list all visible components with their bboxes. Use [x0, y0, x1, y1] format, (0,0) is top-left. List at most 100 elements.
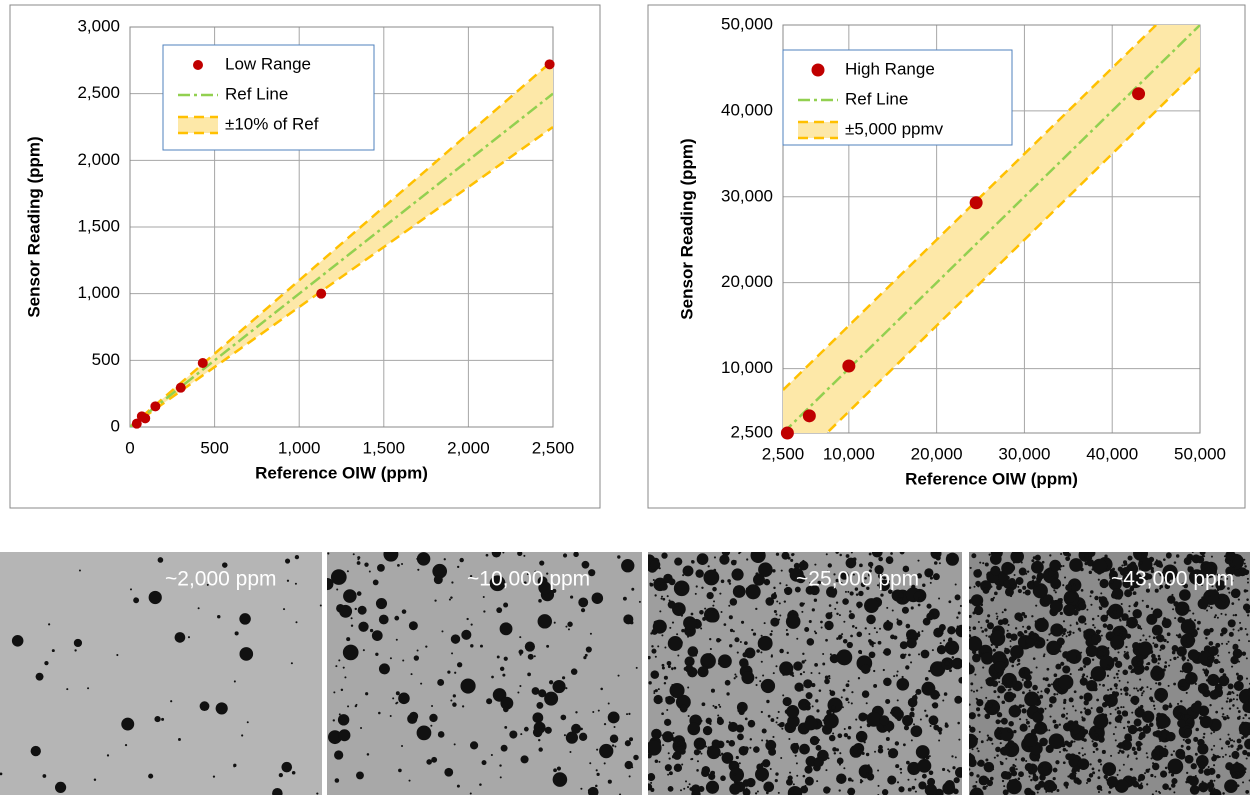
droplet — [1034, 620, 1037, 623]
droplet — [814, 632, 818, 635]
droplet — [802, 774, 806, 778]
droplet — [1212, 731, 1216, 734]
droplet — [896, 619, 903, 626]
droplet — [822, 652, 825, 655]
droplet — [1083, 700, 1089, 706]
droplet — [1198, 768, 1204, 774]
droplet — [954, 594, 961, 601]
droplet — [693, 749, 701, 756]
droplet — [1114, 660, 1123, 669]
droplet — [1103, 774, 1108, 780]
droplet — [770, 593, 778, 600]
droplet — [1081, 717, 1086, 722]
droplet — [1062, 628, 1067, 633]
droplet — [719, 554, 730, 565]
droplet — [1077, 668, 1080, 671]
droplet — [509, 730, 518, 739]
droplet — [969, 726, 976, 733]
droplet — [729, 628, 734, 633]
droplet — [1173, 561, 1177, 564]
droplet — [408, 779, 411, 782]
droplet — [969, 629, 972, 632]
droplet — [1008, 704, 1022, 718]
droplet — [868, 552, 872, 556]
droplet — [1060, 661, 1065, 666]
droplet — [499, 666, 505, 672]
droplet — [1069, 673, 1072, 676]
droplet — [873, 683, 878, 688]
droplet — [666, 708, 669, 711]
droplet — [129, 588, 132, 591]
droplet — [1106, 623, 1114, 631]
droplet — [431, 756, 438, 763]
droplet — [726, 692, 730, 696]
droplet — [843, 767, 846, 770]
droplet — [533, 655, 536, 658]
droplet — [1119, 721, 1122, 724]
droplet — [336, 588, 339, 591]
droplet — [1022, 625, 1025, 628]
droplet — [757, 635, 773, 651]
droplet — [1228, 591, 1231, 594]
droplet — [1091, 767, 1095, 771]
droplet — [350, 624, 354, 627]
droplet — [1121, 739, 1132, 751]
droplet — [658, 760, 661, 763]
droplet — [796, 637, 799, 640]
droplet — [667, 785, 674, 792]
droplet — [443, 558, 446, 561]
data-point — [802, 409, 816, 423]
droplet — [1028, 689, 1031, 692]
droplet — [1086, 608, 1089, 611]
droplet — [1109, 712, 1112, 716]
droplet — [943, 639, 946, 642]
droplet — [749, 738, 753, 741]
droplet — [843, 620, 846, 623]
droplet — [1110, 635, 1125, 650]
droplet — [755, 684, 758, 687]
droplet — [663, 682, 667, 685]
droplet — [1179, 670, 1182, 673]
droplet — [825, 638, 828, 642]
droplet — [1214, 614, 1217, 617]
droplet — [782, 554, 785, 558]
droplet — [1092, 742, 1098, 748]
droplet — [1183, 583, 1189, 589]
droplet — [450, 699, 453, 702]
droplet — [1082, 656, 1092, 666]
droplet — [1227, 745, 1230, 748]
droplet — [1194, 752, 1198, 756]
droplet — [469, 792, 472, 795]
droplet — [1023, 630, 1028, 634]
droplet — [811, 608, 815, 612]
droplet — [496, 655, 500, 659]
droplet — [1195, 727, 1199, 732]
droplet — [994, 591, 998, 596]
droplet — [552, 772, 568, 787]
droplet — [1162, 783, 1169, 791]
droplet — [1000, 717, 1008, 725]
droplet — [1150, 557, 1153, 560]
droplet — [816, 709, 820, 713]
droplet — [689, 787, 693, 791]
droplet — [1071, 729, 1074, 732]
droplet — [992, 765, 995, 768]
droplet — [799, 743, 810, 755]
droplet — [894, 741, 900, 746]
droplet — [887, 589, 893, 594]
droplet — [941, 629, 944, 633]
droplet — [893, 675, 896, 678]
droplet — [350, 617, 353, 620]
droplet — [1084, 561, 1088, 566]
droplet — [1236, 707, 1239, 710]
droplet — [744, 717, 748, 721]
droplet — [1001, 700, 1006, 705]
droplet — [804, 784, 807, 787]
data-point — [316, 288, 327, 299]
droplet — [866, 772, 869, 776]
droplet — [877, 769, 880, 772]
droplet — [599, 743, 614, 759]
droplet — [1067, 775, 1070, 778]
droplet — [503, 706, 509, 713]
droplet — [867, 764, 870, 767]
